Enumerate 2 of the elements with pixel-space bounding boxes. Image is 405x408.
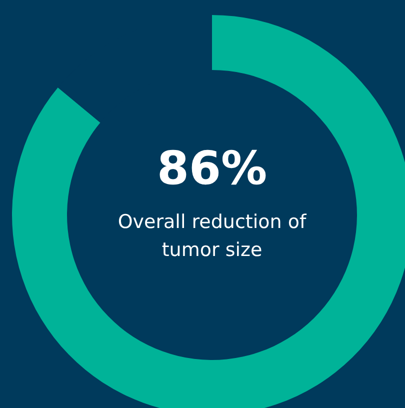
text: Overall reduction of tumor size: [118, 211, 308, 261]
text: 86%: [156, 141, 268, 195]
